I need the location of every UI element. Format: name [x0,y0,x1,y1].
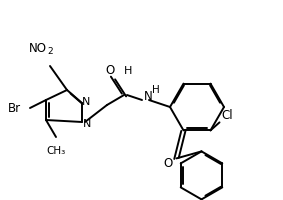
Text: O: O [164,157,173,170]
Text: O: O [105,64,115,76]
Text: Br: Br [7,102,21,114]
Text: CH₃: CH₃ [46,146,66,156]
Text: H: H [124,66,132,76]
Text: 2: 2 [47,47,53,56]
Text: Cl: Cl [222,109,233,122]
Text: H: H [152,85,160,95]
Text: NO: NO [29,42,47,54]
Text: N: N [144,90,152,104]
Text: N: N [82,97,90,107]
Text: N: N [83,119,91,129]
